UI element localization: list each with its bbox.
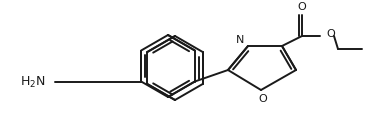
Text: O: O [259, 94, 267, 104]
Text: O: O [326, 29, 335, 39]
Text: H$_2$N: H$_2$N [20, 75, 46, 90]
Text: N: N [236, 35, 244, 45]
Text: O: O [298, 2, 307, 12]
